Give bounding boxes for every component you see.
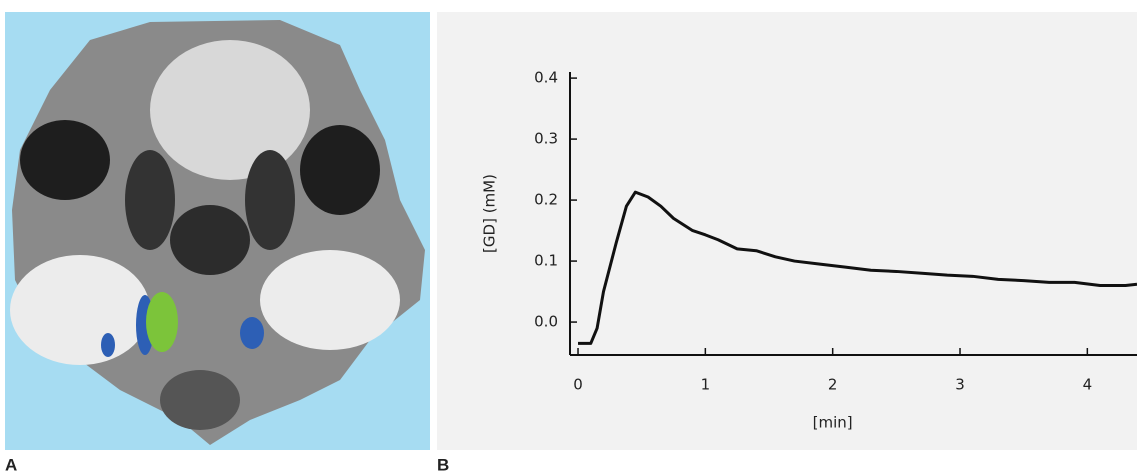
panel-label: B bbox=[437, 455, 449, 474]
dark-region bbox=[160, 370, 240, 430]
bright-region bbox=[150, 40, 310, 180]
x-tick-label: 1 bbox=[701, 376, 711, 394]
data-line bbox=[578, 190, 1137, 345]
x-tick-label: 3 bbox=[955, 376, 965, 394]
roi-green bbox=[146, 292, 178, 352]
y-tick-label: 0.2 bbox=[534, 191, 558, 209]
bright-region bbox=[260, 250, 400, 350]
y-tick-label: 0.0 bbox=[534, 313, 558, 331]
dark-region bbox=[20, 120, 110, 200]
roi-blue bbox=[101, 333, 115, 357]
chart: 0.0 0.1 0.2 0.3 0.4 0 1 2 3 4 [min] [GD] (mM) bbox=[481, 69, 1137, 432]
panel-label: A bbox=[5, 455, 17, 474]
dark-region bbox=[245, 150, 295, 250]
y-tick-label: 0.1 bbox=[534, 252, 558, 270]
roi-blue bbox=[240, 317, 264, 349]
dark-region bbox=[300, 125, 380, 215]
y-tick-label: 0.4 bbox=[534, 69, 558, 87]
x-tick-label: 4 bbox=[1083, 376, 1093, 394]
dark-region bbox=[170, 205, 250, 275]
x-axis-label: [min] bbox=[813, 414, 853, 432]
mri-image bbox=[5, 12, 430, 450]
bright-region bbox=[10, 255, 150, 365]
x-tick-label: 0 bbox=[573, 376, 583, 394]
x-tick-label: 2 bbox=[828, 376, 838, 394]
y-axis-label: [GD] (mM) bbox=[481, 174, 499, 253]
chart-background bbox=[437, 12, 1137, 450]
dark-region bbox=[125, 150, 175, 250]
y-tick-label: 0.3 bbox=[534, 130, 558, 148]
